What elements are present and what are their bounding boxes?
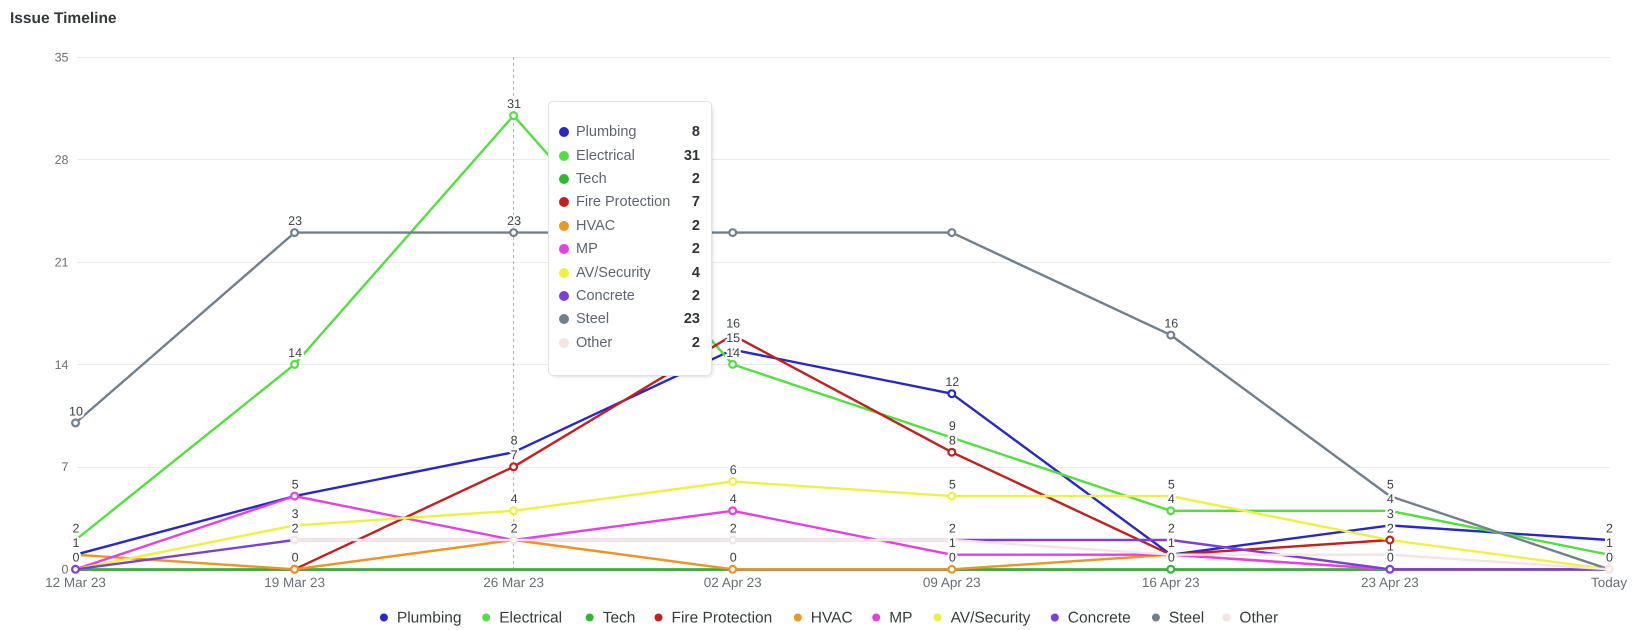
svg-text:3: 3: [1387, 507, 1394, 521]
svg-text:35: 35: [55, 50, 69, 64]
svg-text:10: 10: [69, 404, 83, 418]
svg-text:0: 0: [949, 551, 956, 565]
svg-text:Electrical: Electrical: [499, 610, 562, 627]
svg-text:09 Apr 23: 09 Apr 23: [923, 575, 981, 590]
svg-text:1: 1: [1168, 536, 1175, 550]
svg-text:15: 15: [726, 331, 740, 345]
svg-text:2: 2: [1606, 521, 1613, 535]
svg-text:AV/Security: AV/Security: [951, 610, 1031, 627]
svg-text:HVAC: HVAC: [811, 610, 853, 627]
svg-text:16: 16: [726, 317, 740, 331]
svg-text:8: 8: [949, 434, 956, 448]
svg-text:4: 4: [730, 492, 737, 506]
svg-text:2: 2: [292, 521, 299, 535]
svg-text:5: 5: [292, 478, 299, 492]
svg-text:1: 1: [1606, 536, 1613, 550]
svg-text:0: 0: [1168, 551, 1175, 565]
svg-text:23: 23: [507, 214, 521, 228]
svg-text:Fire Protection: Fire Protection: [672, 610, 773, 627]
svg-text:Tech: Tech: [603, 610, 636, 627]
svg-text:14: 14: [288, 346, 302, 360]
svg-text:7: 7: [511, 448, 518, 462]
svg-text:0: 0: [1387, 551, 1394, 565]
svg-text:19 Mar 23: 19 Mar 23: [264, 575, 325, 590]
svg-text:0: 0: [1606, 551, 1613, 565]
svg-text:5: 5: [1387, 478, 1394, 492]
svg-text:12 Mar 23: 12 Mar 23: [45, 575, 106, 590]
svg-text:0: 0: [730, 551, 737, 565]
svg-text:8: 8: [511, 434, 518, 448]
svg-text:0: 0: [292, 551, 299, 565]
svg-text:23 Apr 23: 23 Apr 23: [1361, 575, 1419, 590]
svg-text:21: 21: [55, 255, 69, 269]
svg-text:9: 9: [949, 419, 956, 433]
svg-text:14: 14: [726, 346, 740, 360]
svg-text:Issue Timeline: Issue Timeline: [10, 10, 117, 27]
svg-text:Today: Today: [1591, 575, 1627, 590]
svg-text:1: 1: [1387, 539, 1394, 553]
svg-text:4: 4: [511, 492, 518, 506]
svg-text:4: 4: [1387, 492, 1394, 506]
svg-text:2: 2: [511, 521, 518, 535]
svg-text:12: 12: [945, 375, 959, 389]
svg-text:28: 28: [55, 153, 69, 167]
svg-text:0: 0: [62, 563, 69, 577]
svg-text:2: 2: [949, 521, 956, 535]
svg-text:2: 2: [73, 521, 80, 535]
svg-text:0: 0: [73, 551, 80, 565]
svg-text:Steel: Steel: [1169, 610, 1204, 627]
svg-text:7: 7: [62, 460, 69, 474]
svg-text:2: 2: [730, 521, 737, 535]
svg-text:3: 3: [292, 507, 299, 521]
svg-text:26 Mar 23: 26 Mar 23: [483, 575, 544, 590]
svg-text:16 Apr 23: 16 Apr 23: [1142, 575, 1200, 590]
svg-text:23: 23: [288, 214, 302, 228]
svg-text:16: 16: [1164, 317, 1178, 331]
svg-text:MP: MP: [889, 610, 912, 627]
svg-text:5: 5: [1168, 478, 1175, 492]
svg-text:2: 2: [1168, 521, 1175, 535]
svg-text:2: 2: [1387, 521, 1394, 535]
svg-text:31: 31: [507, 97, 521, 111]
svg-text:Plumbing: Plumbing: [397, 610, 462, 627]
svg-text:02 Apr 23: 02 Apr 23: [704, 575, 762, 590]
svg-text:4: 4: [1168, 492, 1175, 506]
svg-text:6: 6: [730, 463, 737, 477]
svg-text:1: 1: [73, 536, 80, 550]
svg-text:Other: Other: [1239, 610, 1278, 627]
svg-text:5: 5: [949, 478, 956, 492]
svg-text:14: 14: [55, 358, 69, 372]
svg-text:Concrete: Concrete: [1068, 610, 1131, 627]
svg-text:1: 1: [949, 536, 956, 550]
